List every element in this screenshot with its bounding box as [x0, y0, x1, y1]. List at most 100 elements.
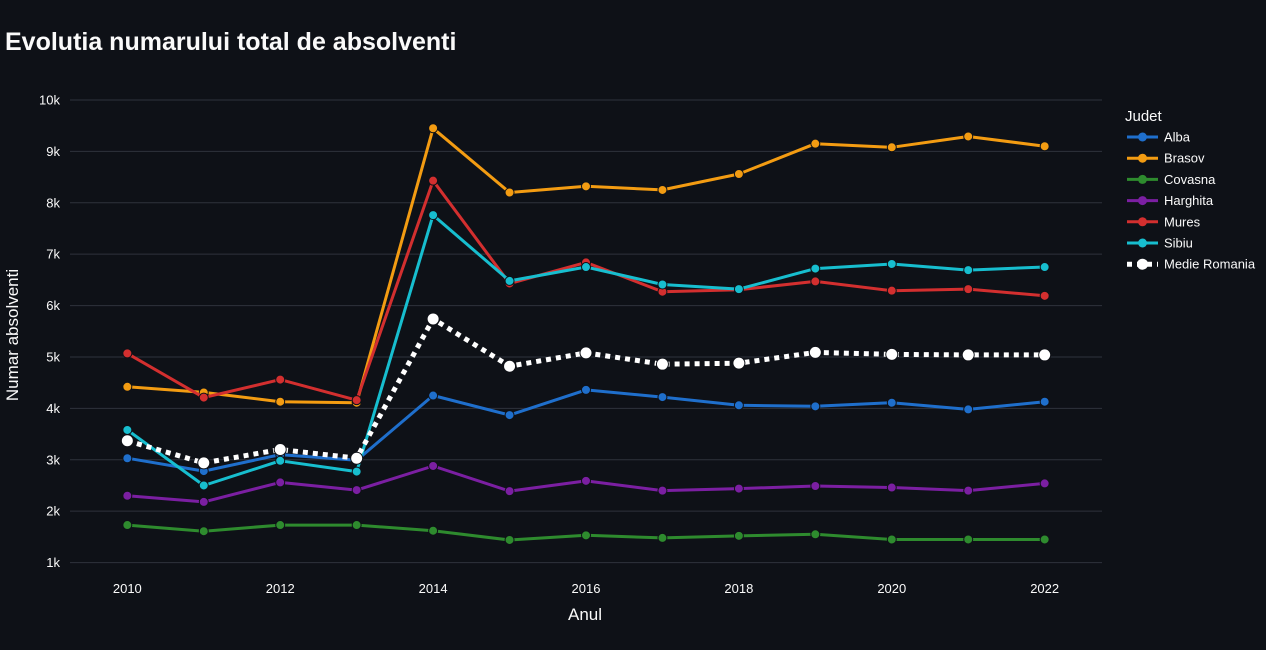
data-point-brasov[interactable] — [275, 396, 286, 407]
legend-swatch-marker — [1138, 238, 1147, 248]
data-point-brasov[interactable] — [963, 131, 974, 142]
legend-label: Harghita — [1164, 193, 1214, 208]
x-tick-label: 2016 — [572, 581, 601, 596]
legend-item-alba[interactable]: Alba — [1127, 130, 1191, 145]
data-point-medie-romania[interactable] — [350, 451, 364, 465]
data-point-alba[interactable] — [963, 404, 974, 415]
y-axis-title: Numar absolventi — [3, 269, 22, 401]
data-point-medie-romania[interactable] — [655, 357, 669, 371]
data-point-harghita[interactable] — [657, 485, 668, 496]
data-point-harghita[interactable] — [351, 485, 362, 496]
data-point-covasna[interactable] — [275, 520, 286, 531]
data-point-covasna[interactable] — [886, 534, 897, 545]
data-point-sibiu[interactable] — [1039, 262, 1050, 273]
data-point-harghita[interactable] — [733, 483, 744, 494]
data-point-mures[interactable] — [810, 276, 821, 287]
legend-label: Brasov — [1164, 151, 1205, 166]
data-point-covasna[interactable] — [1039, 534, 1050, 545]
data-point-harghita[interactable] — [428, 460, 439, 471]
data-point-sibiu[interactable] — [886, 258, 897, 269]
data-point-brasov[interactable] — [657, 184, 668, 195]
y-tick-label: 5k — [46, 349, 60, 364]
data-point-harghita[interactable] — [198, 496, 209, 507]
data-point-harghita[interactable] — [810, 480, 821, 491]
data-point-mures[interactable] — [122, 348, 133, 359]
data-point-mures[interactable] — [351, 395, 362, 406]
data-point-harghita[interactable] — [886, 482, 897, 493]
legend-item-brasov[interactable]: Brasov — [1127, 151, 1205, 166]
data-point-alba[interactable] — [886, 397, 897, 408]
data-point-brasov[interactable] — [428, 123, 439, 134]
data-point-covasna[interactable] — [733, 530, 744, 541]
data-point-mures[interactable] — [886, 285, 897, 296]
data-point-alba[interactable] — [657, 392, 668, 403]
data-point-sibiu[interactable] — [198, 480, 209, 491]
data-point-sibiu[interactable] — [657, 279, 668, 290]
data-point-brasov[interactable] — [733, 169, 744, 180]
data-point-harghita[interactable] — [122, 490, 133, 501]
data-point-alba[interactable] — [581, 384, 591, 395]
data-point-sibiu[interactable] — [122, 424, 133, 435]
data-point-mures[interactable] — [1039, 290, 1050, 301]
legend-item-harghita[interactable]: Harghita — [1127, 193, 1214, 208]
data-point-sibiu[interactable] — [810, 263, 821, 274]
data-point-medie-romania[interactable] — [503, 359, 517, 373]
data-point-medie-romania[interactable] — [579, 346, 593, 360]
data-point-medie-romania[interactable] — [120, 434, 134, 448]
data-point-medie-romania[interactable] — [961, 348, 975, 362]
data-point-covasna[interactable] — [657, 532, 668, 543]
data-point-sibiu[interactable] — [428, 210, 439, 221]
data-point-covasna[interactable] — [428, 525, 439, 536]
data-point-covasna[interactable] — [122, 520, 133, 531]
series-medie-romania — [120, 312, 1052, 470]
data-point-covasna[interactable] — [198, 526, 209, 537]
data-point-covasna[interactable] — [810, 529, 821, 540]
data-point-sibiu[interactable] — [963, 265, 974, 276]
data-point-alba[interactable] — [428, 390, 439, 401]
data-point-sibiu[interactable] — [275, 455, 286, 466]
data-point-sibiu[interactable] — [733, 284, 744, 295]
data-point-medie-romania[interactable] — [1038, 348, 1052, 362]
data-point-alba[interactable] — [122, 453, 133, 464]
data-point-medie-romania[interactable] — [885, 347, 899, 361]
data-point-medie-romania[interactable] — [426, 312, 440, 326]
data-point-medie-romania[interactable] — [197, 456, 211, 470]
legend-item-medie-romania[interactable]: Medie Romania — [1127, 257, 1256, 272]
data-point-mures[interactable] — [275, 374, 286, 385]
x-tick-label: 2010 — [113, 581, 142, 596]
data-point-covasna[interactable] — [351, 520, 362, 531]
data-point-brasov[interactable] — [581, 181, 591, 192]
data-point-alba[interactable] — [733, 400, 744, 411]
data-point-sibiu[interactable] — [351, 466, 362, 477]
data-point-sibiu[interactable] — [581, 262, 591, 273]
data-point-brasov[interactable] — [122, 381, 133, 392]
data-point-mures[interactable] — [198, 392, 209, 403]
data-point-mures[interactable] — [963, 284, 974, 295]
legend[interactable]: Judet Alba Brasov Covasna Harghita Mures Sibi… — [1125, 108, 1256, 272]
y-axis-ticks: 1k 2k 3k 4k 5k 6k 7k 8k 9k 10k — [39, 92, 60, 570]
data-point-harghita[interactable] — [581, 475, 591, 486]
data-point-medie-romania[interactable] — [732, 356, 746, 370]
x-tick-label: 2014 — [419, 581, 448, 596]
legend-item-covasna[interactable]: Covasna — [1127, 172, 1216, 187]
data-point-covasna[interactable] — [963, 534, 974, 545]
data-point-harghita[interactable] — [504, 486, 515, 497]
data-point-alba[interactable] — [504, 410, 515, 421]
data-point-brasov[interactable] — [1039, 141, 1050, 152]
legend-item-mures[interactable]: Mures — [1127, 214, 1201, 229]
data-point-sibiu[interactable] — [504, 275, 515, 286]
data-point-covasna[interactable] — [581, 530, 591, 541]
data-point-alba[interactable] — [1039, 396, 1050, 407]
data-point-harghita[interactable] — [1039, 478, 1050, 489]
data-point-brasov[interactable] — [810, 138, 821, 149]
data-point-brasov[interactable] — [886, 142, 897, 153]
data-point-alba[interactable] — [810, 401, 821, 412]
data-point-harghita[interactable] — [963, 485, 974, 496]
data-point-harghita[interactable] — [275, 477, 286, 488]
data-point-mures[interactable] — [428, 175, 439, 186]
data-point-covasna[interactable] — [504, 534, 515, 545]
data-point-brasov[interactable] — [504, 187, 515, 198]
legend-item-sibiu[interactable]: Sibiu — [1127, 236, 1193, 251]
data-point-medie-romania[interactable] — [808, 345, 822, 359]
data-point-medie-romania[interactable] — [273, 443, 287, 457]
